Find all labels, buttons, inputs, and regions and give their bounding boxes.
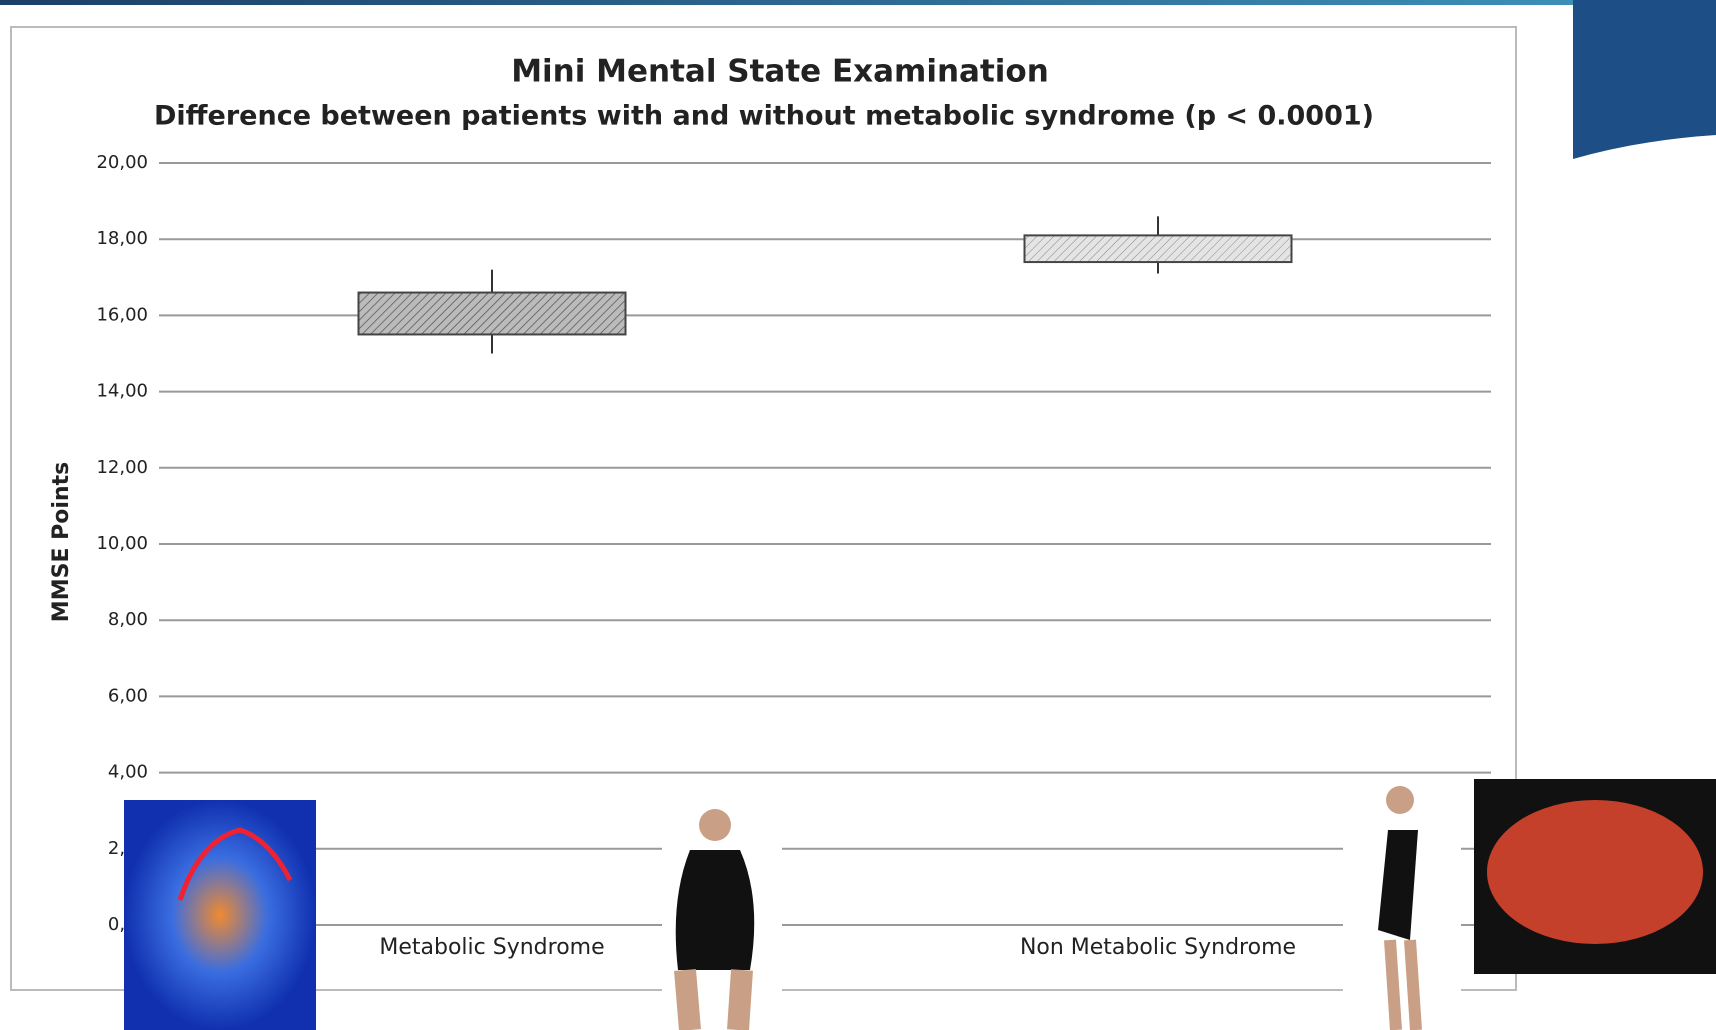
figure-legs — [1384, 939, 1422, 1030]
illustrations — [124, 779, 1716, 1030]
chart-title: Mini Mental State Examination — [511, 54, 1049, 90]
figure-legs — [674, 969, 753, 1030]
y-tick-label: 18,00 — [96, 228, 148, 249]
x-tick-label: Non Metabolic Syndrome — [1020, 935, 1296, 960]
figure-body — [1378, 830, 1418, 940]
y-tick-label: 16,00 — [96, 304, 148, 325]
y-tick-label: 6,00 — [108, 685, 148, 706]
chart-subtitle: Difference between patients with and wit… — [154, 101, 1374, 132]
corner-decoration — [1573, 0, 1716, 159]
y-tick-label: 10,00 — [96, 533, 148, 554]
y-tick-label: 20,00 — [96, 152, 148, 173]
figure-body — [675, 850, 755, 970]
y-tick-label: 14,00 — [96, 381, 148, 402]
figure-head — [699, 809, 731, 841]
top-bar — [0, 0, 1573, 5]
y-tick-label: 4,00 — [108, 762, 148, 783]
vessel — [177, 827, 293, 901]
box — [1023, 234, 1293, 264]
box — [357, 291, 627, 336]
figure-head — [1386, 786, 1414, 814]
brain-shape — [1487, 800, 1703, 944]
plot: 0,002,004,006,008,0010,0012,0014,0016,00… — [96, 152, 1491, 960]
brain-angiogram-image — [124, 800, 316, 1030]
y-axis-label: MMSE Points — [49, 462, 74, 622]
y-tick-label: 12,00 — [96, 457, 148, 478]
x-tick-label: Metabolic Syndrome — [379, 935, 604, 960]
y-tick-label: 8,00 — [108, 609, 148, 630]
